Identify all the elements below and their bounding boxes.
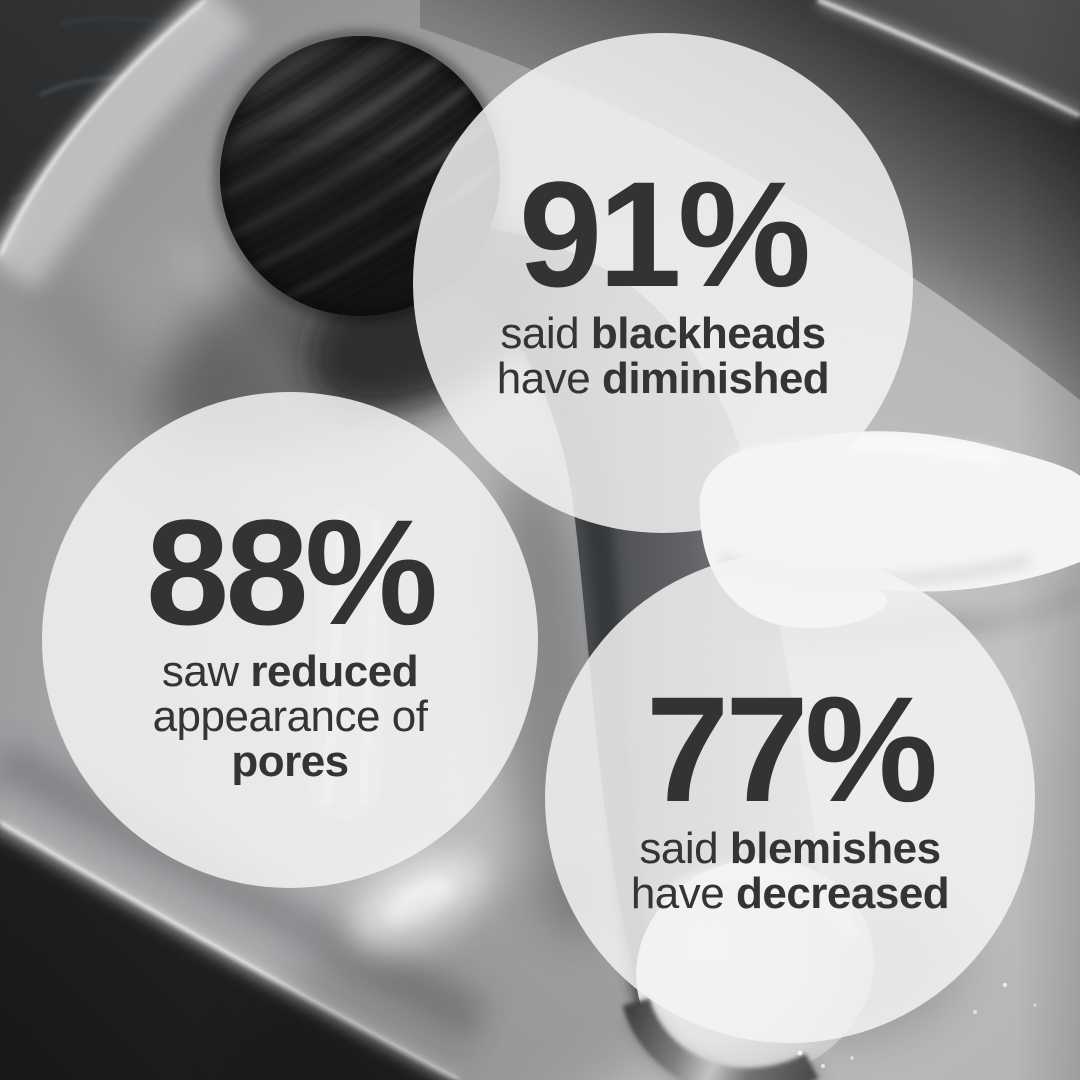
stat-caption-pores: saw reduced appearance of pores bbox=[152, 647, 428, 786]
stat-value-blemishes: 77% bbox=[645, 664, 938, 833]
stat-circle-pores: 88% saw reduced appearance of pores bbox=[42, 392, 538, 888]
stat-caption-blemishes: said blemishes have decreased bbox=[630, 823, 950, 918]
stat-value-blackheads: 91% bbox=[518, 149, 811, 318]
stat-circle-blackheads: 91% said blackheads have diminished bbox=[413, 33, 913, 533]
stat-value-pores: 88% bbox=[145, 488, 438, 657]
stat-caption-blackheads: said blackheads have diminished bbox=[496, 308, 830, 403]
stat-circle-blemishes: 77% said blemishes have decreased bbox=[545, 553, 1035, 1043]
